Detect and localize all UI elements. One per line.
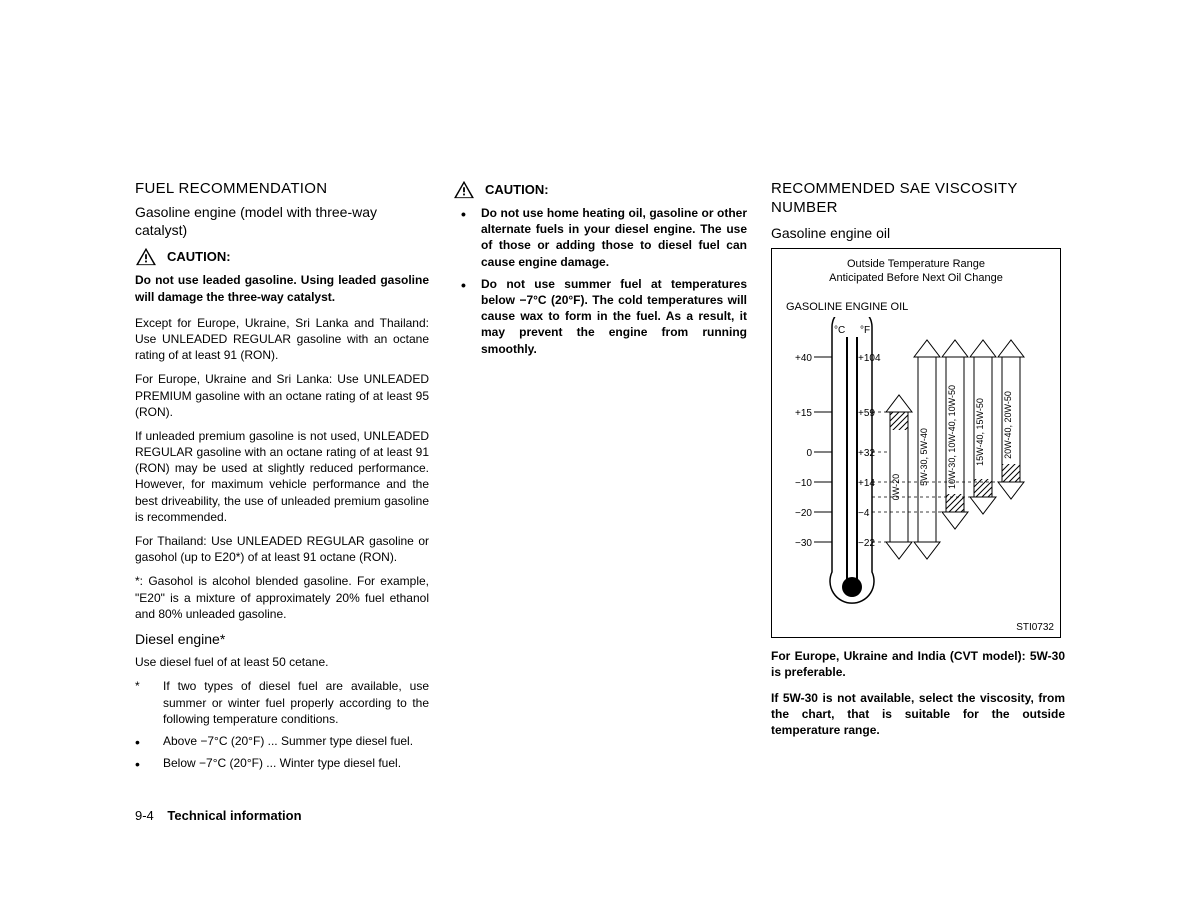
svg-text:5W-30, 5W-40: 5W-30, 5W-40 xyxy=(919,428,929,486)
page-number: 9-4 xyxy=(135,808,154,823)
list-item: Do not use home heating oil, gasoline or… xyxy=(453,205,747,270)
chart-caption: Outside Temperature Range Anticipated Be… xyxy=(772,249,1060,286)
svg-text:10W-30, 10W-40, 10W-50: 10W-30, 10W-40, 10W-50 xyxy=(947,385,957,489)
svg-text:°C: °C xyxy=(834,325,845,336)
fuel-heading: FUEL RECOMMENDATION xyxy=(135,180,429,197)
gasoline-subheading: Gasoline engine (model with three-way ca… xyxy=(135,203,429,239)
grade-bar-15w: 15W-40, 15W-50 xyxy=(970,340,996,514)
svg-text:−22: −22 xyxy=(858,538,875,549)
svg-text:−4: −4 xyxy=(858,508,870,519)
viscosity-chart: Outside Temperature Range Anticipated Be… xyxy=(771,248,1061,638)
gasoline-oil-subheading: Gasoline engine oil xyxy=(771,224,1065,242)
svg-text:+40: +40 xyxy=(795,353,812,364)
list-item: If two types of diesel fuel are availabl… xyxy=(135,678,429,727)
svg-text:−20: −20 xyxy=(795,508,812,519)
chart-caption-line1: Outside Temperature Range xyxy=(847,258,985,270)
diesel-list: If two types of diesel fuel are availabl… xyxy=(135,678,429,771)
caution-row-2: CAUTION: xyxy=(453,180,747,199)
grade-bar-20w: 20W-40, 20W-50 xyxy=(998,340,1024,499)
para-2: For Europe, Ukraine and Sri Lanka: Use U… xyxy=(135,371,429,420)
svg-text:0: 0 xyxy=(806,448,812,459)
chart-subtitle: GASOLINE ENGINE OIL xyxy=(786,301,908,313)
list-item: Below −7°C (20°F) ... Winter type diesel… xyxy=(135,755,429,771)
caution-icon xyxy=(453,180,475,199)
svg-text:20W-40, 20W-50: 20W-40, 20W-50 xyxy=(1003,391,1013,459)
caution-label-1: CAUTION: xyxy=(167,249,231,264)
svg-text:+14: +14 xyxy=(858,478,875,489)
svg-text:+15: +15 xyxy=(795,408,812,419)
para-1: Except for Europe, Ukraine, Sri Lanka an… xyxy=(135,315,429,364)
svg-text:0W-20: 0W-20 xyxy=(891,474,901,500)
svg-text:+32: +32 xyxy=(858,448,875,459)
list-item: Do not use summer fuel at temperatures b… xyxy=(453,276,747,357)
caution-label-2: CAUTION: xyxy=(485,182,549,197)
para-3: If unleaded premium gasoline is not used… xyxy=(135,428,429,525)
column-2: CAUTION: Do not use home heating oil, ga… xyxy=(453,180,747,779)
grade-bar-10w: 10W-30, 10W-40, 10W-50 xyxy=(942,340,968,529)
page-content: FUEL RECOMMENDATION Gasoline engine (mod… xyxy=(135,180,1065,779)
page-footer: 9-4 Technical information xyxy=(135,808,302,823)
list-item: Above −7°C (20°F) ... Summer type diesel… xyxy=(135,733,429,749)
para-4: For Thailand: Use UNLEADED REGULAR gasol… xyxy=(135,533,429,565)
caution-text-1: Do not use leaded gasoline. Using leaded… xyxy=(135,272,429,304)
caution-icon xyxy=(135,247,157,266)
grade-bar-5w: 5W-30, 5W-40 xyxy=(914,340,940,559)
note-2: If 5W-30 is not available, select the vi… xyxy=(771,690,1065,739)
column-3: RECOMMENDED SAE VISCOSITY NUMBER Gasolin… xyxy=(771,180,1065,779)
caution-list-2: Do not use home heating oil, gasoline or… xyxy=(453,205,747,357)
para-5: *: Gasohol is alcohol blended gasoline. … xyxy=(135,573,429,622)
para-6: Use diesel fuel of at least 50 cetane. xyxy=(135,654,429,670)
svg-text:+104: +104 xyxy=(858,353,881,364)
chart-caption-line2: Anticipated Before Next Oil Change xyxy=(829,272,1003,284)
viscosity-chart-svg: °C +40 +15 0 −10 −20 −30 °F +104 +59 +32… xyxy=(772,317,1062,627)
viscosity-heading: RECOMMENDED SAE VISCOSITY NUMBER xyxy=(771,180,1065,218)
diesel-subheading: Diesel engine* xyxy=(135,630,429,648)
section-name: Technical information xyxy=(167,808,301,823)
column-1: FUEL RECOMMENDATION Gasoline engine (mod… xyxy=(135,180,429,779)
caution-row-1: CAUTION: xyxy=(135,247,429,266)
svg-text:−30: −30 xyxy=(795,538,812,549)
svg-text:°F: °F xyxy=(860,325,870,336)
svg-text:−10: −10 xyxy=(795,478,812,489)
svg-text:15W-40, 15W-50: 15W-40, 15W-50 xyxy=(975,398,985,466)
note-1: For Europe, Ukraine and India (CVT model… xyxy=(771,648,1065,680)
grade-bar-0w20: 0W-20 xyxy=(886,395,912,559)
svg-text:+59: +59 xyxy=(858,408,875,419)
